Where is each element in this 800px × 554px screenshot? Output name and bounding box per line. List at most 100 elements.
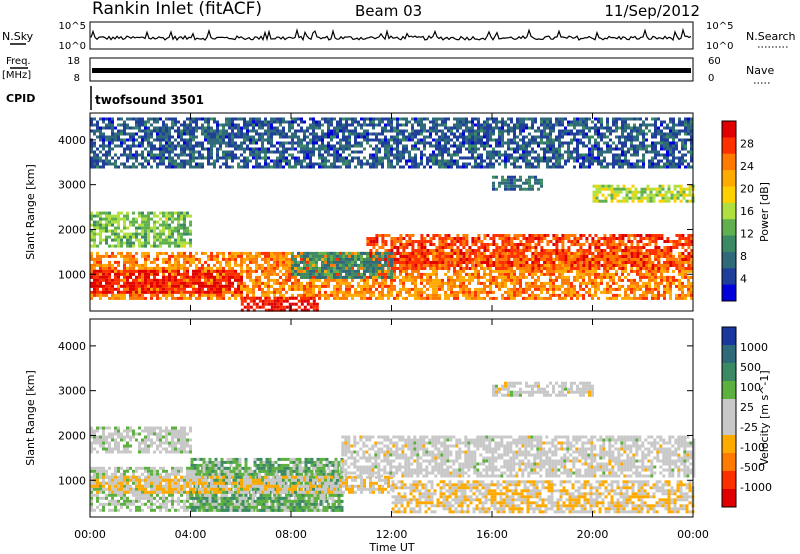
heatmap-cell (348, 266, 351, 270)
heatmap-cell (654, 272, 657, 276)
heatmap-cell (105, 254, 108, 258)
heatmap-cell (324, 290, 327, 294)
heatmap-cell (144, 229, 147, 233)
heatmap-cell (276, 302, 280, 306)
heatmap-cell (672, 243, 676, 246)
heatmap-cell (327, 260, 330, 264)
heatmap-cell (147, 211, 150, 215)
heatmap-cell (381, 240, 385, 243)
heatmap-cell (153, 144, 156, 148)
heatmap-cell (201, 290, 204, 294)
heatmap-cell (336, 272, 339, 276)
heatmap-cell (546, 243, 550, 246)
heatmap-cell (465, 237, 469, 240)
heatmap-cell (108, 254, 111, 258)
heatmap-cell (654, 264, 658, 267)
heatmap-cell (567, 258, 571, 261)
heatmap-cell (522, 234, 526, 237)
heatmap-cell (477, 257, 480, 261)
heatmap-cell (291, 302, 295, 306)
heatmap-cell (96, 254, 99, 258)
heatmap-cell (633, 296, 636, 300)
heatmap-cell (246, 269, 249, 273)
heatmap-cell (546, 255, 550, 258)
heatmap-cell (435, 252, 439, 255)
heatmap-cell (552, 287, 555, 291)
heatmap-cell (417, 249, 421, 252)
heatmap-cell (312, 257, 315, 261)
heatmap-cell (375, 243, 379, 246)
heatmap-cell (661, 196, 665, 200)
heatmap-cell (555, 252, 559, 255)
heatmap-cell (676, 190, 680, 194)
heatmap-cell (198, 260, 201, 264)
heatmap-cell (195, 144, 198, 148)
heatmap-cell (207, 159, 210, 163)
heatmap-cell (501, 243, 505, 246)
heatmap-cell (363, 275, 366, 279)
heatmap-cell (114, 269, 117, 273)
heatmap-cell (486, 243, 490, 246)
heatmap-cell (492, 278, 495, 282)
heatmap-cell (105, 211, 108, 215)
heatmap-cell (123, 260, 126, 264)
heatmap-cell (519, 254, 522, 258)
heatmap-cell (105, 150, 108, 154)
heatmap-cell (507, 243, 511, 246)
heatmap-cell (468, 249, 472, 252)
heatmap-cell (99, 269, 102, 273)
heatmap-cell (444, 272, 447, 276)
heatmap-cell (267, 293, 270, 297)
heatmap-cell (117, 211, 120, 215)
heatmap-cell (504, 267, 508, 270)
heatmap-cell (687, 255, 691, 258)
heatmap-cell (165, 147, 168, 151)
heatmap-cell (330, 257, 333, 261)
heatmap-cell (687, 252, 691, 255)
heatmap-cell (579, 252, 583, 255)
heatmap-cell (159, 284, 162, 288)
heatmap-cell (507, 272, 510, 276)
nave-tick-top: 60 (708, 56, 721, 67)
heatmap-cell (192, 150, 195, 154)
heatmap-cell (168, 226, 171, 230)
heatmap-cell (300, 308, 304, 312)
heatmap-cell (639, 254, 642, 258)
heatmap-cell (264, 293, 267, 297)
heatmap-cell (219, 269, 222, 273)
heatmap-cell (534, 181, 537, 185)
heatmap-cell (678, 237, 682, 240)
heatmap-cell (408, 261, 412, 264)
heatmap-cell (339, 275, 342, 279)
heatmap-cell (622, 187, 626, 191)
heatmap-cell (129, 254, 132, 258)
heatmap-cell (642, 284, 645, 288)
heatmap-cell (180, 244, 183, 248)
heatmap-cell (189, 135, 192, 139)
heatmap-cell (645, 266, 648, 270)
heatmap-cell (105, 281, 108, 285)
heatmap-cell (582, 255, 586, 258)
heatmap-cell (552, 234, 556, 237)
heatmap-cell (534, 255, 538, 258)
heatmap-cell (219, 266, 222, 270)
heatmap-cell (147, 232, 150, 236)
heatmap-cell (183, 284, 186, 288)
heatmap-cell (93, 287, 96, 291)
heatmap-cell (627, 284, 630, 288)
heatmap-cell (312, 254, 315, 258)
heatmap-cell (180, 159, 183, 163)
heatmap-cell (276, 281, 279, 285)
heatmap-cell (387, 296, 390, 300)
heatmap-cell (120, 296, 123, 300)
heatmap-cell (330, 254, 333, 258)
heatmap-cell (270, 278, 273, 282)
heatmap-cell (198, 290, 201, 294)
heatmap-cell (111, 284, 114, 288)
heatmap-cell (303, 254, 306, 258)
heatmap-cell (126, 232, 129, 236)
heatmap-cell (114, 132, 117, 136)
heatmap-cell (99, 229, 102, 233)
heatmap-cell (525, 246, 529, 249)
heatmap-cell (141, 229, 144, 233)
